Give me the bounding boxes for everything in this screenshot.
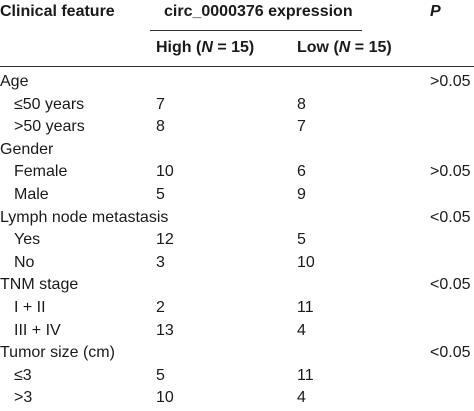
row-label: ≤50 years — [14, 95, 85, 113]
cell-high: 7 — [156, 95, 165, 113]
cell-high: 5 — [156, 186, 165, 203]
row-label: Female — [14, 163, 68, 181]
row-label: No — [14, 253, 35, 271]
cell-low: 5 — [297, 231, 306, 249]
cell-high: 8 — [156, 118, 165, 136]
cell-high: 3 — [156, 253, 165, 271]
cell-low: 6 — [297, 163, 306, 181]
row-label: Lymph node metastasis — [0, 208, 169, 226]
row-label: Yes — [14, 231, 41, 249]
cell-high: 5 — [156, 366, 165, 384]
cell-high: 2 — [156, 299, 165, 316]
cell-high: 10 — [156, 163, 174, 181]
cell-p: >0.05 — [430, 73, 471, 90]
cell-low: 11 — [297, 299, 314, 316]
header-high: High (N = 15) — [156, 39, 255, 56]
row-label: Gender — [0, 140, 54, 158]
row-label: TNM stage — [0, 276, 79, 294]
cell-p: >0.05 — [430, 163, 471, 181]
row-label: Age — [0, 73, 29, 90]
cell-low: 11 — [297, 366, 314, 384]
header-p: P — [430, 3, 441, 20]
header-clinical-feature: Clinical feature — [0, 3, 115, 20]
cell-low: 7 — [297, 118, 306, 136]
row-label: Male — [14, 186, 49, 203]
row-label: I + II — [14, 299, 46, 316]
cell-low: 9 — [297, 186, 306, 203]
row-label: Tumor size (cm) — [0, 344, 115, 362]
expression-underline — [150, 30, 362, 31]
header-expression: circ_0000376 expression — [164, 3, 353, 20]
cell-high: 12 — [156, 231, 174, 249]
cell-p: <0.05 — [430, 344, 471, 362]
cell-high: 10 — [156, 389, 174, 407]
cell-low: 4 — [297, 321, 306, 339]
cell-low: 10 — [297, 253, 315, 271]
header-low: Low (N = 15) — [297, 39, 392, 56]
cell-p: <0.05 — [430, 276, 471, 294]
row-label: >3 — [14, 389, 33, 407]
cell-high: 13 — [156, 321, 174, 339]
cell-low: 8 — [297, 95, 306, 113]
cell-low: 4 — [297, 389, 306, 407]
row-label: ≤3 — [14, 366, 32, 384]
row-label: >50 years — [14, 118, 85, 136]
cell-p: <0.05 — [430, 208, 471, 226]
header-bottom-rule — [0, 66, 474, 67]
row-label: III + IV — [14, 321, 61, 339]
